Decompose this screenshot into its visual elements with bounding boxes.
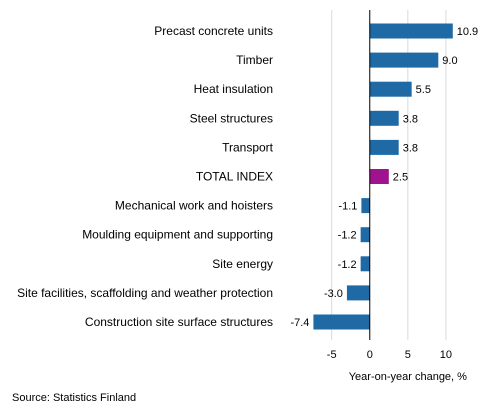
bar — [361, 198, 370, 214]
value-label: -1.2 — [338, 230, 357, 242]
bar — [369, 169, 389, 184]
bar — [369, 81, 412, 97]
category-label: Steel structures — [190, 111, 273, 125]
value-label: -3.0 — [324, 288, 343, 300]
x-axis-ticks: -5 0 5 10 — [327, 349, 452, 361]
value-label: -1.1 — [338, 201, 357, 213]
value-label: 3.8 — [403, 142, 418, 154]
bar — [369, 110, 399, 126]
category-label: Transport — [222, 140, 274, 154]
bar — [369, 23, 453, 39]
value-label: 10.9 — [457, 26, 478, 38]
x-tick-label: -5 — [327, 349, 337, 361]
value-label: 3.8 — [403, 113, 418, 125]
bar — [346, 285, 370, 301]
bars — [313, 23, 453, 330]
bar — [313, 314, 370, 330]
category-labels: Precast concrete units Timber Heat insulat… — [17, 24, 274, 329]
bar — [360, 256, 370, 272]
category-label: Moulding equipment and supporting — [82, 228, 273, 242]
value-label: -1.2 — [338, 259, 357, 271]
x-tick-label: 0 — [367, 349, 373, 361]
category-label: Site energy — [212, 257, 273, 271]
bar — [369, 52, 439, 68]
category-label: Site facilities, scaffolding and weather… — [17, 286, 273, 300]
x-axis-title: Year-on-year change, % — [349, 371, 467, 383]
value-labels: 10.9 9.0 5.5 3.8 3.8 2.5 -1.1 -1.2 -1.2 -3.0 -7.4 — [290, 26, 478, 329]
x-tick-label: 10 — [440, 349, 452, 361]
value-label: 2.5 — [393, 172, 408, 184]
category-label: Construction site surface structures — [85, 315, 273, 329]
category-label: TOTAL INDEX — [196, 170, 273, 184]
bar — [360, 227, 370, 243]
category-label: Precast concrete units — [154, 24, 273, 38]
value-label: -7.4 — [290, 317, 309, 329]
category-label: Heat insulation — [194, 82, 273, 96]
category-label: Mechanical work and hoisters — [115, 199, 273, 213]
source-note: Source: Statistics Finland — [12, 392, 137, 404]
bar — [369, 139, 399, 155]
x-tick-label: 5 — [405, 349, 411, 361]
value-label: 9.0 — [442, 55, 457, 67]
category-label: Timber — [236, 53, 273, 67]
value-label: 5.5 — [416, 84, 431, 96]
